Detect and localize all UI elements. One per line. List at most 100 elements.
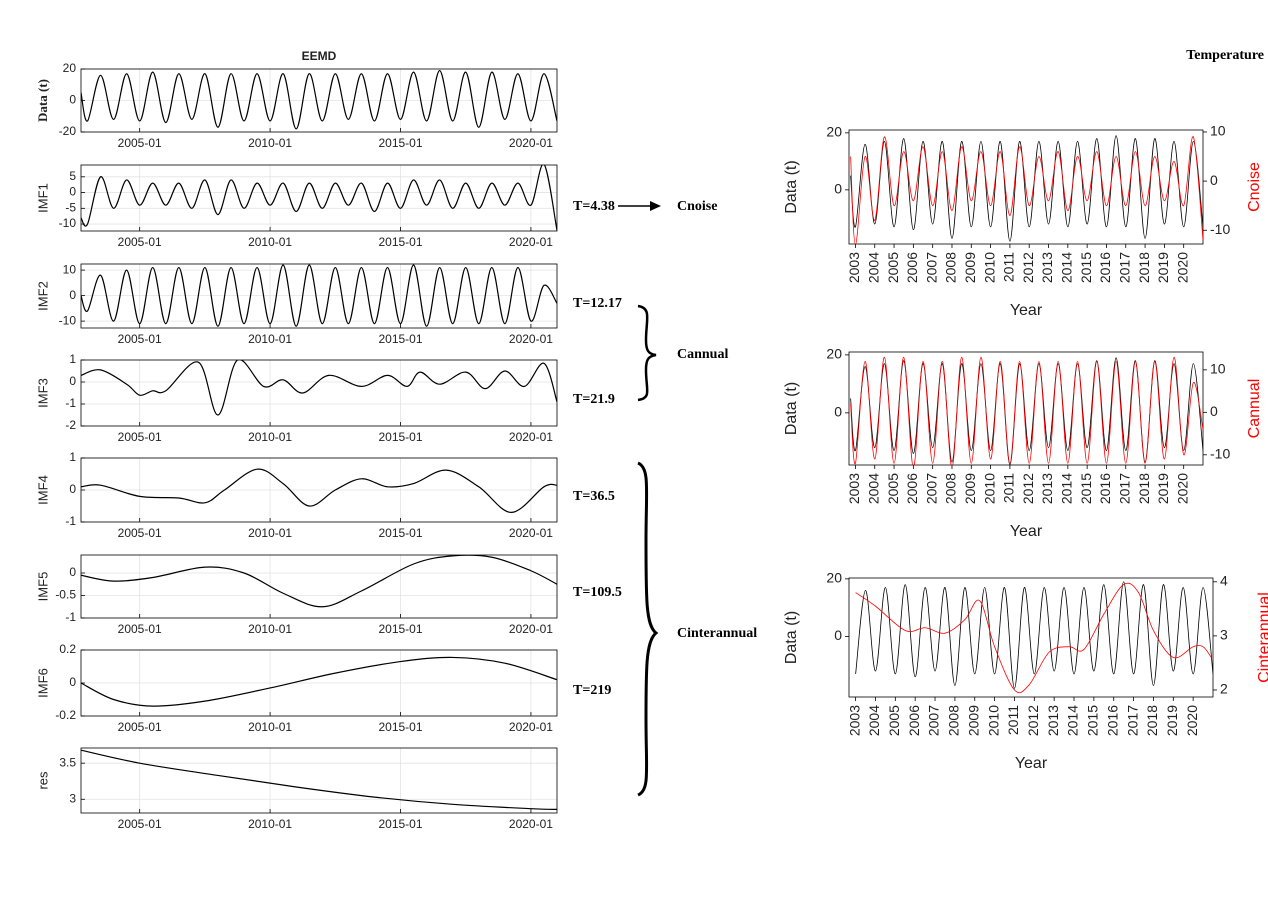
- x-tick-label: 2013: [1045, 705, 1061, 736]
- x-tick-label: 2015-01: [378, 332, 422, 346]
- x-tick-label: 2012: [1025, 705, 1041, 736]
- x-tick-label: 2010: [981, 252, 997, 283]
- x-tick-label: 2016: [1104, 705, 1120, 736]
- line: [81, 69, 557, 130]
- y2-tick-label: 2: [1220, 681, 1228, 697]
- x-tick-label: 2020-01: [509, 817, 553, 831]
- x-tick-label: 2008: [946, 705, 962, 736]
- x-tick-label: 2014: [1065, 705, 1081, 736]
- x-tick-label: 2015-01: [378, 526, 422, 540]
- x-tick-label: 2010-01: [248, 720, 292, 734]
- panel: 2005-01 2010-01 2015-01 2020-01 -1 -0.5 0 IMF5: [35, 554, 558, 636]
- line: [850, 136, 1203, 244]
- y-tick-label: -5: [65, 200, 76, 214]
- plot-frame: [80, 164, 558, 232]
- x-tick-label: 2020: [1184, 705, 1200, 736]
- x-tick-label: 2009: [965, 705, 981, 736]
- x-tick-label: 2020-01: [509, 430, 553, 444]
- y-tick-label: -2: [65, 418, 76, 432]
- x-tick-label: 2020-01: [509, 720, 553, 734]
- x-tick-label: 2011: [1005, 705, 1021, 735]
- plot-frame: [80, 457, 558, 523]
- x-tick-label: 2015-01: [378, 235, 422, 249]
- period-label: T=21.9: [573, 392, 615, 407]
- y-tick-label: 0: [69, 288, 76, 302]
- plot-frame: [848, 577, 1214, 698]
- panel: 2005-01 2010-01 2015-01 2020-01 -10 0 10 IMF2: [35, 262, 558, 346]
- x-tick-label: 2005-01: [118, 430, 162, 444]
- y2-axis-label: Cannual: [1246, 379, 1263, 439]
- x-tick-label: 2015: [1085, 705, 1101, 736]
- y2-axis-label: Cinterannual: [1256, 592, 1268, 683]
- x-tick-label: 2005-01: [118, 235, 162, 249]
- y-tick-label: -1: [65, 396, 76, 410]
- y-tick-label: 1: [69, 352, 76, 366]
- x-tick-label: 2005-01: [118, 332, 162, 346]
- x-tick-label: 2007: [923, 252, 939, 283]
- x-tick-label: 2003: [846, 473, 862, 504]
- plot-frame: [80, 747, 558, 814]
- chart-title: EEMD: [302, 49, 337, 63]
- x-tick-label: 2015-01: [378, 817, 422, 831]
- line: [81, 656, 557, 707]
- x-tick-label: 2013: [1039, 473, 1055, 504]
- plot-frame: [80, 554, 558, 619]
- y2-tick-label: -10: [1210, 221, 1230, 237]
- x-tick-label: 2020-01: [509, 622, 553, 636]
- y-tick-label: 0: [834, 181, 842, 197]
- x-tick-label: 2010: [981, 473, 997, 504]
- y-axis-label: IMF2: [35, 281, 50, 311]
- period-label: T=12.17: [573, 296, 622, 311]
- group-label: Cinterannual: [677, 626, 757, 641]
- y-tick-label: -1: [65, 514, 76, 528]
- plot-frame: [80, 359, 558, 427]
- y-tick-label: 0: [69, 565, 76, 579]
- x-axis-label: Year: [1010, 302, 1043, 319]
- y-axis-label: IMF6: [35, 668, 50, 698]
- y-tick-label: 20: [63, 61, 77, 75]
- y-tick-label: 3: [69, 791, 76, 805]
- x-tick-label: 2004: [865, 473, 881, 504]
- x-tick-label: 2011: [1001, 473, 1017, 503]
- x-tick-label: 2011: [1001, 252, 1017, 282]
- x-tick-label: 2020-01: [509, 526, 553, 540]
- panel: 2005-01 2010-01 2015-01 2020-01 -20 0 20 Data (…: [35, 61, 558, 150]
- x-tick-label: 2008: [943, 252, 959, 283]
- period-label: T=4.38: [573, 199, 615, 214]
- y-tick-label: 0: [69, 185, 76, 199]
- plot-frame: [848, 129, 1204, 245]
- y2-tick-label: 0: [1210, 172, 1218, 188]
- y-tick-label: 0.2: [59, 642, 76, 656]
- x-tick-label: 2005: [885, 252, 901, 283]
- line: [855, 581, 1213, 689]
- x-tick-label: 2004: [865, 252, 881, 283]
- y2-tick-label: 10: [1210, 361, 1226, 377]
- period-label: T=219: [573, 683, 611, 698]
- x-tick-label: 2010-01: [248, 430, 292, 444]
- x-tick-label: 2017: [1116, 473, 1132, 504]
- x-tick-label: 2019: [1155, 473, 1171, 504]
- x-tick-label: 2004: [866, 705, 882, 736]
- brace: [637, 461, 659, 797]
- x-tick-label: 2008: [943, 473, 959, 504]
- panel: 2005-01 2010-01 2015-01 2020-01 -1 0 1 IMF4: [35, 450, 558, 540]
- y-tick-label: -0.2: [55, 708, 76, 722]
- x-tick-label: 2003: [846, 252, 862, 283]
- panel: 2005-01 2010-01 2015-01 2020-01 3 3.5 res: [35, 747, 558, 831]
- x-tick-label: 2007: [926, 705, 942, 736]
- x-tick-label: 2010-01: [248, 622, 292, 636]
- x-tick-label: 2018: [1136, 252, 1152, 283]
- x-tick-label: 2015-01: [378, 136, 422, 150]
- x-tick-label: 2003: [846, 705, 862, 736]
- x-tick-label: 2007: [923, 473, 939, 504]
- line: [81, 360, 557, 416]
- x-tick-label: 2010: [985, 705, 1001, 736]
- x-axis-label: Year: [1015, 755, 1048, 772]
- x-tick-label: 2012: [1020, 473, 1036, 504]
- x-tick-label: 2005-01: [118, 622, 162, 636]
- x-tick-label: 2006: [906, 705, 922, 736]
- x-tick-label: 2015: [1078, 473, 1094, 504]
- y2-tick-label: -10: [1210, 446, 1230, 462]
- x-tick-label: 2012: [1020, 252, 1036, 283]
